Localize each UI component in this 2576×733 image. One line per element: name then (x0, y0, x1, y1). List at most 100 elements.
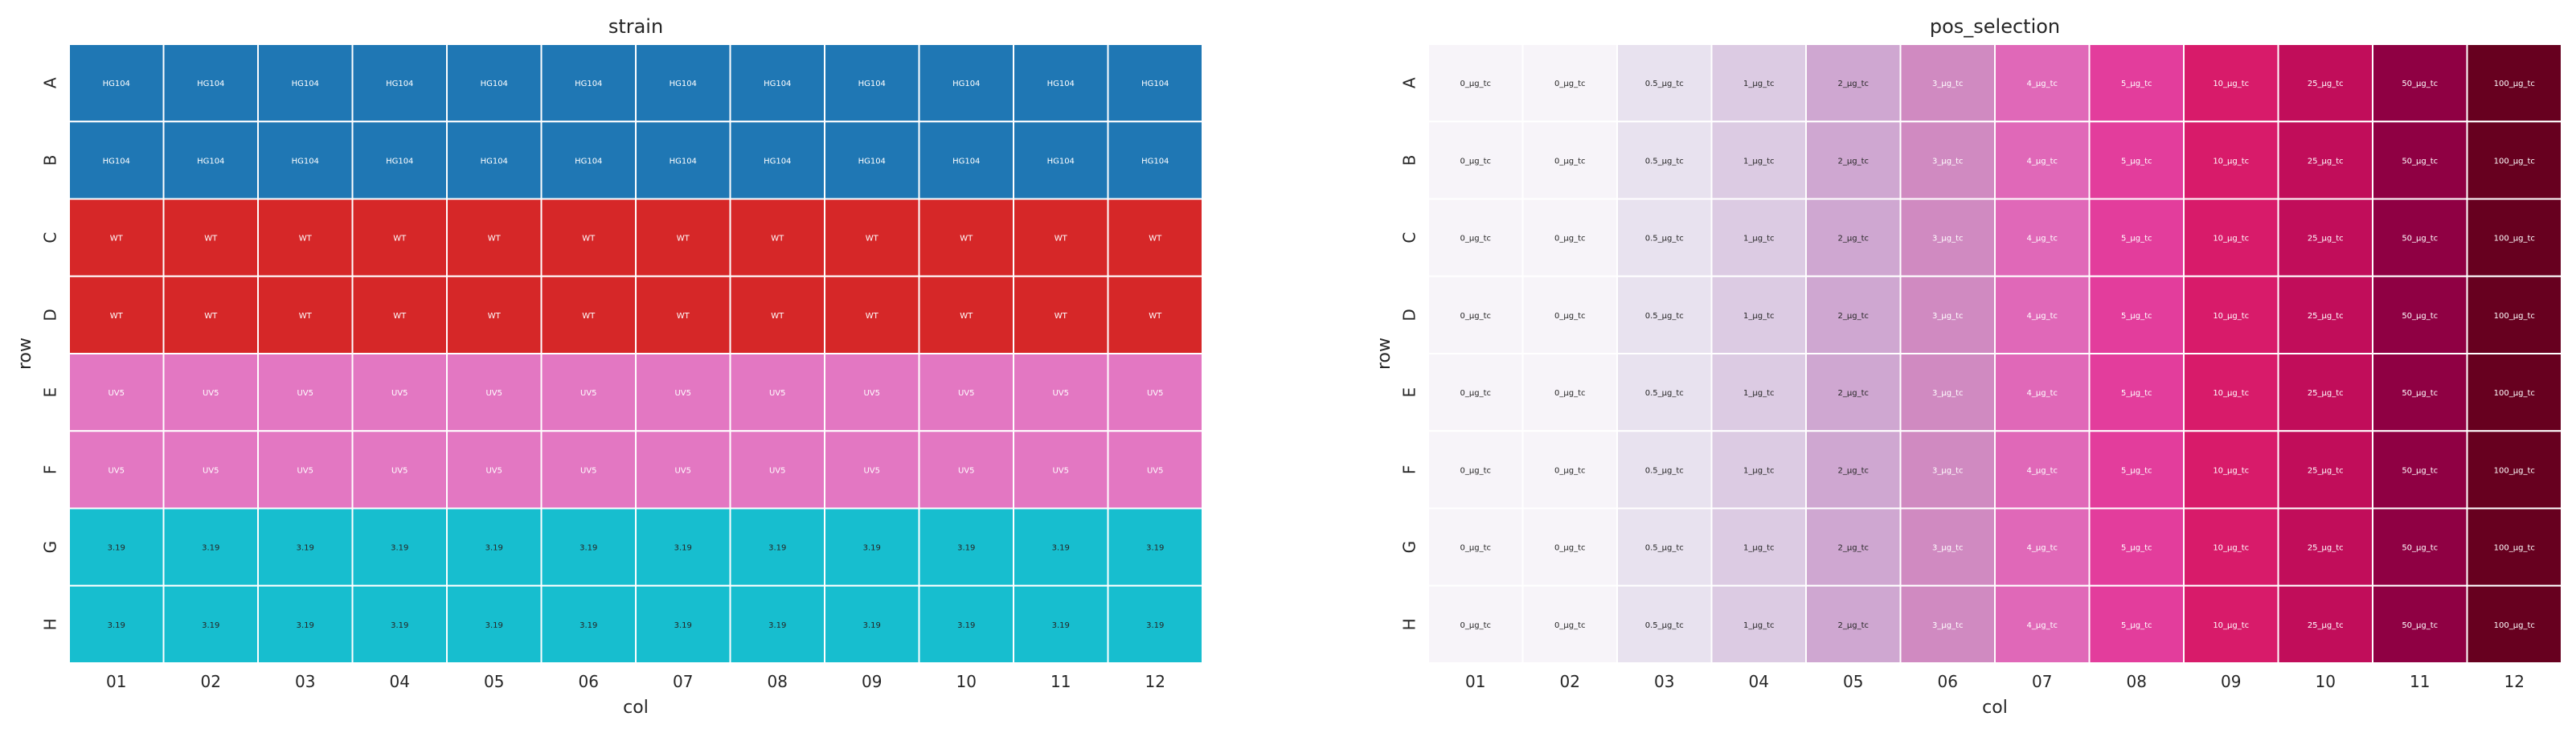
strain-cell-F06 (540, 430, 637, 510)
strain-cell-label: UV5 (108, 389, 125, 398)
pos-selection-cell-H09 (2183, 584, 2279, 664)
pos-selection-cell-C01 (1427, 198, 1524, 277)
strain-cell-F04 (351, 430, 448, 510)
strain-cell-C12 (1107, 198, 1203, 277)
pos-selection-cell-label: 4_µg_tc (2027, 157, 2058, 166)
pos-selection-cell-label: 0_µg_tc (1554, 235, 1586, 244)
strain-cell-label: UV5 (674, 466, 691, 475)
strain-cell-B04 (351, 121, 448, 200)
pos-selection-cell-label: 0_µg_tc (1460, 389, 1492, 398)
strain-cell-C01 (68, 198, 165, 277)
pos-selection-cell-label: 0_µg_tc (1554, 312, 1586, 321)
strain-cell-H04 (351, 584, 448, 664)
strain-cell-label: 3.19 (202, 621, 219, 630)
strain-cell-F08 (729, 430, 825, 510)
pos-selection-cell-label: 3_µg_tc (1932, 389, 1964, 398)
strain-cell-E01 (68, 353, 165, 432)
strain-cell-label: HG104 (670, 157, 697, 166)
strain-cell-label: 3.19 (297, 621, 314, 630)
strain-cell-label: HG104 (1141, 80, 1169, 88)
strain-cell-B11 (1013, 121, 1109, 200)
strain-cell-H10 (918, 584, 1014, 664)
strain-cell-label: WT (866, 312, 879, 321)
pos-selection-cell-label: 5_µg_tc (2121, 389, 2152, 398)
pos-selection-cell-label: 25_µg_tc (2308, 235, 2344, 244)
pos-selection-cell-label: 0.5_µg_tc (1645, 389, 1684, 398)
strain-cell-label: HG104 (292, 80, 319, 88)
pos-selection-cell-label: 5_µg_tc (2121, 544, 2152, 553)
pos-selection-cell-label: 0.5_µg_tc (1645, 157, 1684, 166)
pos-selection-cell-label: 4_µg_tc (2027, 466, 2058, 475)
strain-cell-label: 3.19 (391, 621, 408, 630)
strain-cell-B06 (540, 121, 637, 200)
strain-cell-D03 (257, 275, 354, 354)
strain-cell-H11 (1013, 584, 1109, 664)
pos-selection-x-tick-label: 07 (2032, 672, 2052, 691)
pos-selection-cell-G04 (1710, 507, 1807, 587)
pos-selection-cell-C04 (1710, 198, 1807, 277)
strain-cell-label: 3.19 (297, 544, 314, 553)
pos-selection-cell-G09 (2183, 507, 2279, 587)
strain-cell-label: HG104 (197, 80, 224, 88)
pos-selection-cell-label: 1_µg_tc (1743, 389, 1775, 398)
pos-selection-cell-label: 5_µg_tc (2121, 312, 2152, 321)
pos-selection-cell-label: 2_µg_tc (1838, 80, 1870, 88)
pos-selection-cell-label: 3_µg_tc (1932, 621, 1964, 630)
strain-cell-E06 (540, 353, 637, 432)
strain-x-tick-label: 09 (862, 672, 882, 691)
pos-selection-cell-label: 1_µg_tc (1743, 312, 1775, 321)
pos-selection-x-tick-label: 09 (2221, 672, 2241, 691)
pos-selection-cell-label: 0_µg_tc (1460, 312, 1492, 321)
pos-selection-cell-label: 0_µg_tc (1554, 621, 1586, 630)
pos-selection-title: pos_selection (1930, 15, 2060, 38)
strain-y-tick-label: E (41, 387, 60, 398)
strain-cell-label: UV5 (391, 389, 408, 398)
pos-selection-cell-G05 (1805, 507, 1902, 587)
strain-cell-label: WT (582, 312, 596, 321)
pos-selection-cell-D03 (1616, 275, 1713, 354)
pos-selection-cell-label: 100_µg_tc (2494, 80, 2535, 88)
strain-cell-G04 (351, 507, 448, 587)
strain-cell-A01 (68, 43, 165, 123)
strain-cell-G11 (1013, 507, 1109, 587)
pos-selection-x-tick-label: 03 (1654, 672, 1674, 691)
strain-cell-B02 (162, 121, 259, 200)
pos-selection-cell-label: 0.5_µg_tc (1645, 80, 1684, 88)
strain-cell-label: UV5 (203, 389, 219, 398)
pos-selection-cell-label: 100_µg_tc (2494, 312, 2535, 321)
strain-cell-label: HG104 (481, 80, 508, 88)
strain-cell-B10 (918, 121, 1014, 200)
strain-cell-label: WT (866, 235, 879, 244)
pos-selection-cell-label: 50_µg_tc (2402, 466, 2438, 475)
pos-selection-cell-label: 4_µg_tc (2027, 235, 2058, 244)
pos-selection-cell-F11 (2372, 430, 2468, 510)
strain-cell-G12 (1107, 507, 1203, 587)
pos-selection-y-tick-label: H (1400, 618, 1419, 630)
pos-selection-cell-label: 3_µg_tc (1932, 312, 1964, 321)
pos-selection-cell-E05 (1805, 353, 1902, 432)
pos-selection-cell-B05 (1805, 121, 1902, 200)
pos-selection-cell-E08 (2088, 353, 2185, 432)
strain-cell-label: WT (1149, 312, 1162, 321)
pos-selection-heatmap: 0_µg_tc 0_µg_tc 0.5_µg_tc 1_µg_tc 2_µg_tc 3_µ… (1374, 15, 2562, 718)
pos-selection-cell-H12 (2466, 584, 2562, 664)
pos-selection-cell-label: 10_µg_tc (2213, 312, 2249, 321)
strain-cell-label: UV5 (769, 466, 786, 475)
strain-cell-label: HG104 (481, 157, 508, 166)
strain-cell-B12 (1107, 121, 1203, 200)
strain-cell-label: UV5 (297, 466, 313, 475)
strain-cell-label: UV5 (863, 389, 880, 398)
pos-selection-cell-label: 1_µg_tc (1743, 544, 1775, 553)
pos-selection-cell-B07 (1994, 121, 2091, 200)
strain-cell-E05 (446, 353, 543, 432)
strain-cell-label: 3.19 (485, 621, 503, 630)
pos-selection-cell-E04 (1710, 353, 1807, 432)
strain-cell-H07 (635, 584, 731, 664)
pos-selection-cell-label: 5_µg_tc (2121, 621, 2152, 630)
strain-cell-H09 (824, 584, 920, 664)
strain-cell-label: HG104 (952, 80, 980, 88)
pos-selection-cell-label: 2_µg_tc (1838, 466, 1870, 475)
pos-selection-cell-label: 5_µg_tc (2121, 157, 2152, 166)
strain-cell-G01 (68, 507, 165, 587)
pos-selection-cell-C12 (2466, 198, 2562, 277)
